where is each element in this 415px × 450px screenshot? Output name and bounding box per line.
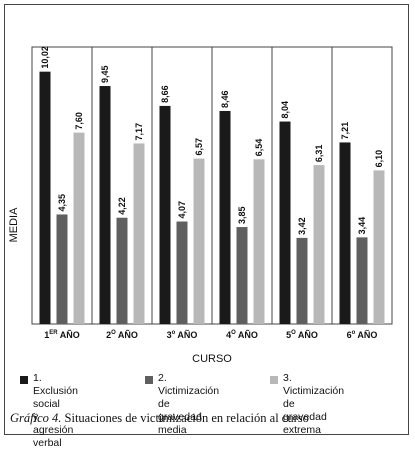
bar-value-label: 4,22 (117, 197, 127, 215)
bar-series-1 (99, 86, 111, 324)
bar-series-3 (73, 132, 85, 324)
legend: 1. Exclusión social y agresión verbal 2. … (20, 372, 405, 449)
bar-series-3 (133, 143, 145, 324)
bar-value-label: 10,02 (40, 46, 50, 69)
bar-series-3 (313, 165, 325, 324)
bar-value-label: 6,10 (374, 150, 384, 168)
x-tick-label: 5O AÑO (286, 330, 318, 340)
legend-label: 1. Exclusión social y agresión verbal (33, 372, 78, 449)
bar-series-1 (39, 71, 51, 324)
bars (39, 71, 385, 325)
bar-value-label: 7,60 (74, 112, 84, 130)
bar-series-2 (236, 227, 248, 324)
bar-series-1 (279, 121, 291, 325)
x-tick-label: 6o AÑO (347, 330, 378, 340)
category-separators (91, 47, 333, 324)
caption-text: Situaciones de victimización en relación… (61, 411, 309, 425)
x-tick-label: 2O AÑO (106, 330, 138, 340)
legend-label: 2. Victimización de gravedad media (158, 372, 220, 436)
bar-series-2 (176, 221, 188, 324)
bar-series-1 (159, 105, 171, 325)
bar-chart: 10,02 4,35 7,60 9,45 4,22 7,17 8,66 4,07 6,57 8,4… (8, 46, 393, 365)
bar-value-label: 3,85 (237, 207, 247, 225)
bar-series-3 (193, 158, 205, 324)
bar-series-2 (56, 214, 68, 324)
bar-value-label: 7,21 (340, 122, 350, 140)
bar-value-label: 8,04 (280, 101, 290, 119)
bar-series-3 (373, 170, 385, 324)
bar-value-label: 6,54 (254, 139, 264, 157)
bar-value-label: 6,57 (194, 138, 204, 156)
bar-value-label: 8,46 (220, 90, 230, 108)
legend-swatch (20, 376, 28, 384)
x-tick-label: 3o AÑO (167, 330, 198, 340)
x-tick-label: 4O AÑO (226, 330, 258, 340)
y-axis-title: MEDIA (8, 207, 20, 243)
bar-series-1 (339, 142, 351, 324)
value-labels: 10,02 4,35 7,60 9,45 4,22 7,17 8,66 4,07 6,57 8,4… (40, 46, 384, 235)
bar-value-label: 3,44 (357, 217, 367, 235)
x-axis-title: CURSO (192, 353, 232, 365)
figure-caption: Gráfico 4. Situaciones de victimización … (10, 411, 309, 426)
bar-series-1 (219, 110, 231, 324)
x-tick-label: 1ER AÑO (44, 330, 80, 340)
bar-value-label: 3,42 (297, 217, 307, 235)
bar-series-3 (253, 159, 265, 324)
bar-series-2 (356, 237, 368, 324)
bar-series-2 (296, 237, 308, 324)
bar-value-label: 8,66 (160, 85, 170, 103)
figure-frame (4, 4, 409, 435)
bar-value-label: 9,45 (100, 66, 110, 84)
bar-series-2 (116, 217, 128, 324)
bar-value-label: 6,31 (314, 145, 324, 163)
bar-value-label: 4,07 (177, 201, 187, 219)
bar-value-label: 7,17 (134, 123, 144, 141)
legend-swatch (145, 376, 153, 384)
x-tick-labels: 1ER AÑO 2O AÑO 3o AÑO 4O AÑO 5O AÑO 6o AÑO (44, 330, 377, 340)
caption-figure-label: Gráfico 4. (10, 411, 62, 425)
bar-value-label: 4,35 (57, 194, 67, 212)
legend-label: 3. Victimización de gravedad extrema (283, 372, 345, 436)
legend-swatch (270, 376, 278, 384)
